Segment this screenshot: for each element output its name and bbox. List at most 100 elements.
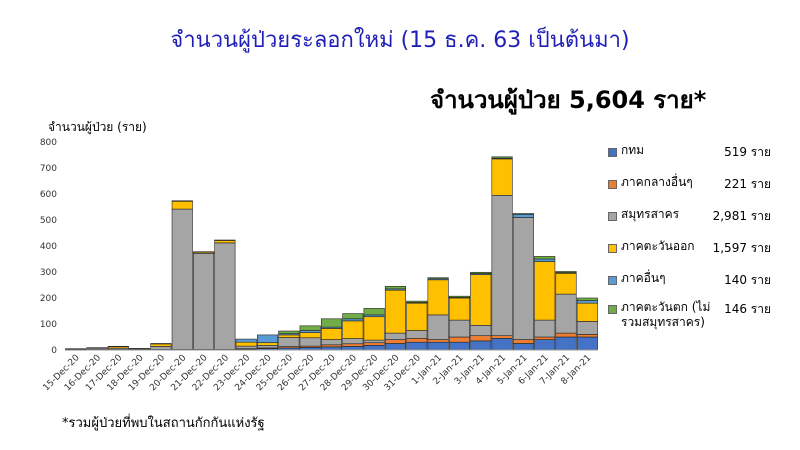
y-tick-label: 300 [40,268,57,278]
bar-segment [491,335,513,339]
bar-segment [86,347,108,349]
y-axis-label: จำนวนผู้ป่วย (ราย) [48,120,147,134]
bar-segment [534,336,556,340]
bar-segment [384,343,406,351]
bar-segment [150,343,172,345]
legend-series-name: กทม [621,143,645,157]
bar-segment [257,334,279,344]
bar-segment [448,336,470,343]
legend-swatch [608,244,617,253]
bar-segment [512,339,534,344]
legend-series-total: 146 ราย [724,302,771,316]
bar-segment [491,158,513,196]
bar-segment [555,271,577,273]
bar-segment [342,346,364,351]
bar-segment [448,319,470,338]
bar-segment [448,295,470,298]
bar-segment [384,285,406,290]
y-tick-label: 200 [40,294,57,304]
bar-segment [278,330,300,334]
bar-segment [342,318,364,322]
bar-segment [470,335,492,342]
bar-segment [470,340,492,351]
bar-segment [278,334,300,338]
bar-segment [363,316,385,341]
bar-segment [129,348,151,350]
bar-segment [427,277,449,280]
bar-segment [278,337,300,347]
bar-segment [427,279,449,316]
y-tick-label: 400 [40,242,57,252]
bar-segment [257,345,279,349]
bar-segment [384,339,406,344]
bar-segment [342,343,364,347]
legend-series-total: 519 ราย [724,145,771,159]
bar-segment [193,251,215,253]
bar-segment [320,344,343,348]
bar-segment [384,332,406,340]
legend-series-name: ภาคกลางอื่นๆ [621,175,693,189]
bar-segment [470,274,492,326]
bar-segment [512,213,534,215]
bar-segment [235,341,257,347]
bar-segment [320,328,343,340]
legend-swatch [608,305,617,314]
bar-segment [534,261,556,321]
bar-segment [406,337,428,343]
bar-segment [491,156,513,159]
bar-segment [448,341,470,351]
bar-segment [342,320,364,339]
bar-segment [534,319,556,338]
bar-segment [171,208,193,350]
bar-segment [576,300,598,304]
bar-segment [342,313,364,320]
bar-segment [299,332,321,339]
bar-segment [576,297,598,301]
bar-segment [534,258,556,262]
bar-segment [534,256,556,260]
bar-segment [406,300,428,303]
bar-segment [171,200,193,210]
bar-segment [342,338,364,345]
bar-segment [576,321,598,335]
chart-title: จำนวนผู้ป่วยระลอกใหม่ (15 ธ.ค. 63 เป็นต้… [170,28,630,53]
bar-segment [576,302,598,322]
bar-segment [257,342,279,346]
bar-segment [555,332,577,338]
y-tick-label: 500 [40,216,57,226]
bar-segment [512,213,534,218]
bar-segment [384,289,406,334]
bar-segment [299,337,321,347]
legend-series-name: ภาคตะวันออก [621,239,695,253]
bar-segment [534,339,556,351]
legend-swatch [608,276,617,285]
bar-segment [214,242,236,350]
bar-segment [65,348,87,350]
y-tick-label: 100 [40,320,57,330]
bar-segment [491,337,513,351]
bar-segment [214,239,236,241]
bar-segment [427,339,449,343]
legend-swatch [608,180,617,189]
legend-series-total: 221 ราย [724,177,771,191]
bar-segment [427,314,449,340]
bar-segment [299,325,321,331]
bar-segment [427,341,449,351]
bar-segment [555,336,577,351]
bar-segment [576,336,598,351]
bar-segment [512,217,534,340]
bar-segment [512,343,534,351]
bar-segment [555,293,577,334]
bar-segment [107,346,129,348]
y-tick-label: 600 [40,190,57,200]
bar-segment [363,308,385,316]
bar-segment [363,339,385,344]
bar-segment [555,272,577,295]
y-tick-label: 700 [40,164,57,174]
bar-segment [193,252,215,350]
bar-segment [406,302,428,331]
bar-segment [171,200,193,202]
bar-segment [320,318,343,328]
legend-series-name: ภาคอื่นๆ [621,271,666,285]
